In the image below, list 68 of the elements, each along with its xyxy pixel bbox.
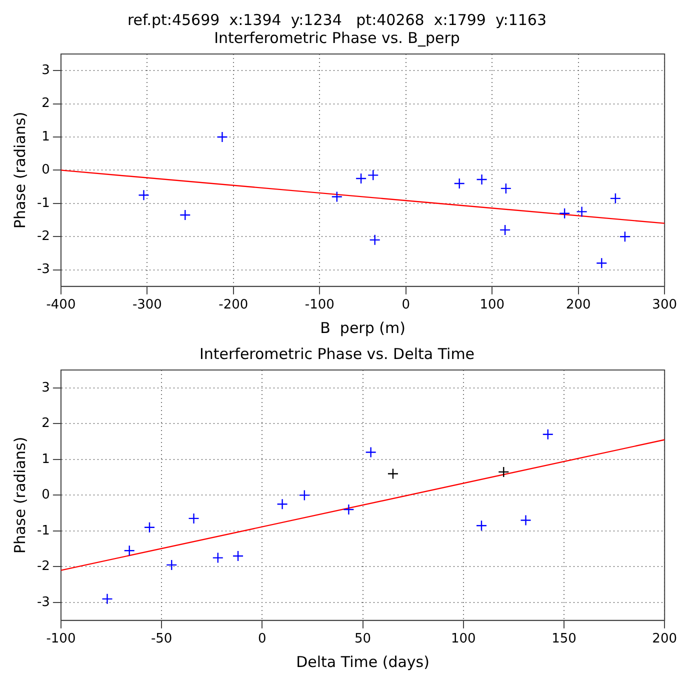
point bbox=[368, 170, 379, 181]
point bbox=[576, 206, 588, 218]
point bbox=[331, 191, 343, 202]
point bbox=[232, 550, 244, 562]
point bbox=[542, 428, 554, 440]
x-tick-label: 200 bbox=[652, 632, 678, 647]
point bbox=[498, 466, 510, 478]
point bbox=[276, 498, 288, 510]
x-tick-label: -50 bbox=[150, 632, 172, 647]
point bbox=[343, 504, 354, 516]
y-tick-label: 0 bbox=[42, 488, 50, 503]
point bbox=[188, 512, 200, 524]
y-axis-title: Phase (radians) bbox=[10, 112, 29, 229]
point bbox=[144, 522, 156, 533]
point bbox=[619, 231, 631, 242]
y-tick-label: 3 bbox=[42, 380, 50, 396]
point bbox=[216, 131, 228, 143]
x-tick-label: 150 bbox=[552, 632, 576, 647]
point bbox=[212, 552, 224, 564]
y-tick-label: 3 bbox=[42, 62, 50, 78]
point bbox=[499, 224, 511, 236]
point bbox=[558, 208, 570, 219]
point bbox=[102, 593, 113, 605]
x-tick-label: 50 bbox=[354, 632, 372, 647]
y-tick-label: 1 bbox=[42, 452, 50, 467]
point bbox=[476, 174, 488, 186]
point bbox=[610, 192, 622, 204]
y-tick-label: -1 bbox=[36, 196, 50, 211]
point bbox=[138, 190, 150, 201]
x-tick-label: 100 bbox=[450, 632, 476, 647]
x-tick-label: 0 bbox=[402, 298, 410, 313]
point bbox=[520, 514, 532, 526]
x-tick-label: 300 bbox=[652, 298, 678, 313]
x-tick-label: 0 bbox=[258, 632, 266, 647]
x-tick-label: -400 bbox=[46, 298, 76, 313]
point bbox=[166, 559, 178, 571]
x-axis-title: B perp (m) bbox=[320, 318, 406, 337]
y-tick-label: -3 bbox=[36, 594, 50, 610]
y-tick-label: -3 bbox=[36, 262, 50, 278]
x-tick-label: -100 bbox=[46, 632, 76, 647]
point bbox=[124, 545, 135, 556]
point bbox=[369, 234, 380, 246]
y-tick-label: -1 bbox=[36, 523, 50, 538]
point bbox=[500, 182, 512, 194]
point bbox=[454, 178, 465, 190]
y-tick-label: 1 bbox=[42, 129, 50, 144]
x-tick-label: -200 bbox=[218, 298, 248, 313]
chart-title: Interferometric Phase vs. Delta Time bbox=[199, 344, 475, 363]
y-tick-label: -2 bbox=[36, 559, 50, 574]
x-tick-label: 200 bbox=[566, 298, 591, 313]
y-tick-label: 2 bbox=[42, 96, 50, 112]
chart-title: ref.pt:45699 x:1394 y:1234 pt:40268 x:1799 y:1163 bbox=[127, 10, 547, 29]
x-tick-label: -300 bbox=[132, 298, 162, 313]
x-tick-label: -100 bbox=[304, 298, 334, 313]
chart-subtitle: Interferometric Phase vs. B_perp bbox=[214, 28, 460, 47]
point bbox=[180, 209, 191, 221]
y-tick-label: -2 bbox=[36, 228, 50, 244]
y-tick-label: 2 bbox=[42, 416, 50, 432]
point bbox=[476, 520, 488, 532]
y-axis-title: Phase (radians) bbox=[10, 436, 29, 554]
point bbox=[365, 446, 376, 458]
point bbox=[298, 490, 310, 501]
x-tick-label: 100 bbox=[480, 298, 505, 313]
point bbox=[596, 258, 608, 269]
point bbox=[387, 468, 399, 480]
x-axis-title: Delta Time (days) bbox=[296, 652, 430, 671]
y-tick-label: 0 bbox=[42, 162, 50, 178]
point bbox=[355, 172, 367, 184]
